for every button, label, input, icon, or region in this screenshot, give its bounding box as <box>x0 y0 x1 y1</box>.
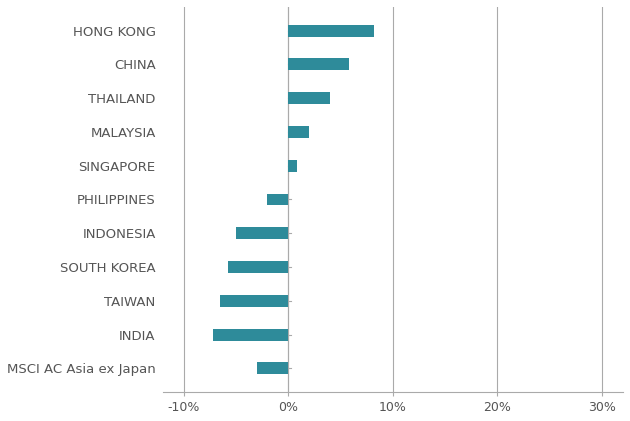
Bar <box>213 329 288 341</box>
Bar <box>288 126 309 138</box>
Bar <box>267 194 288 205</box>
Bar <box>236 227 288 239</box>
Bar <box>288 160 297 172</box>
Bar <box>288 92 330 104</box>
Bar <box>257 362 288 374</box>
Bar <box>288 25 374 37</box>
Bar <box>220 295 288 307</box>
Bar <box>288 59 349 70</box>
Bar <box>227 261 288 273</box>
